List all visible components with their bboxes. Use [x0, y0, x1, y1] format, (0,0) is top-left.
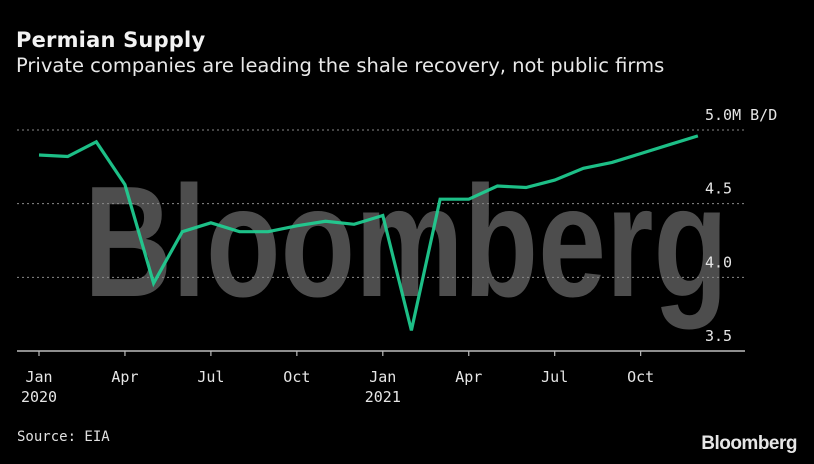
x-tick-label: Apr [455, 368, 482, 386]
watermark: Bloomberg [84, 154, 728, 330]
chart-title: Permian Supply [16, 28, 206, 52]
x-tick-label: Jan [25, 368, 52, 386]
source-note: Source: EIA [17, 429, 110, 445]
x-axis [17, 350, 745, 356]
x-tick-year-label: 2020 [21, 388, 57, 406]
y-tick-label: 5.0M B/D [705, 106, 777, 124]
x-tick-label: Jan [369, 368, 396, 386]
y-tick-label: 4.5 [705, 180, 732, 198]
bloomberg-logo: Bloomberg [701, 433, 797, 454]
x-tick-label: Jul [541, 368, 568, 386]
x-tick-label: Oct [627, 368, 654, 386]
x-tick-label: Oct [283, 368, 310, 386]
gridlines [17, 129, 745, 278]
permian-supply-line [38, 134, 699, 331]
x-tick-label: Apr [111, 368, 138, 386]
data-series [38, 134, 699, 331]
y-axis-labels: 3.5 4.0 4.5 5.0M B/D [705, 106, 777, 345]
chart-subtitle: Private companies are leading the shale … [16, 54, 665, 77]
y-tick-label: 3.5 [705, 327, 732, 345]
watermark-text: Bloomberg [84, 154, 728, 330]
y-tick-label: 4.0 [705, 253, 732, 271]
x-axis-labels: Jan 2020 Apr Jul Oct Jan 2021 Apr Jul Oct [21, 368, 654, 406]
x-tick-year-label: 2021 [365, 388, 401, 406]
x-tick-label: Jul [197, 368, 224, 386]
